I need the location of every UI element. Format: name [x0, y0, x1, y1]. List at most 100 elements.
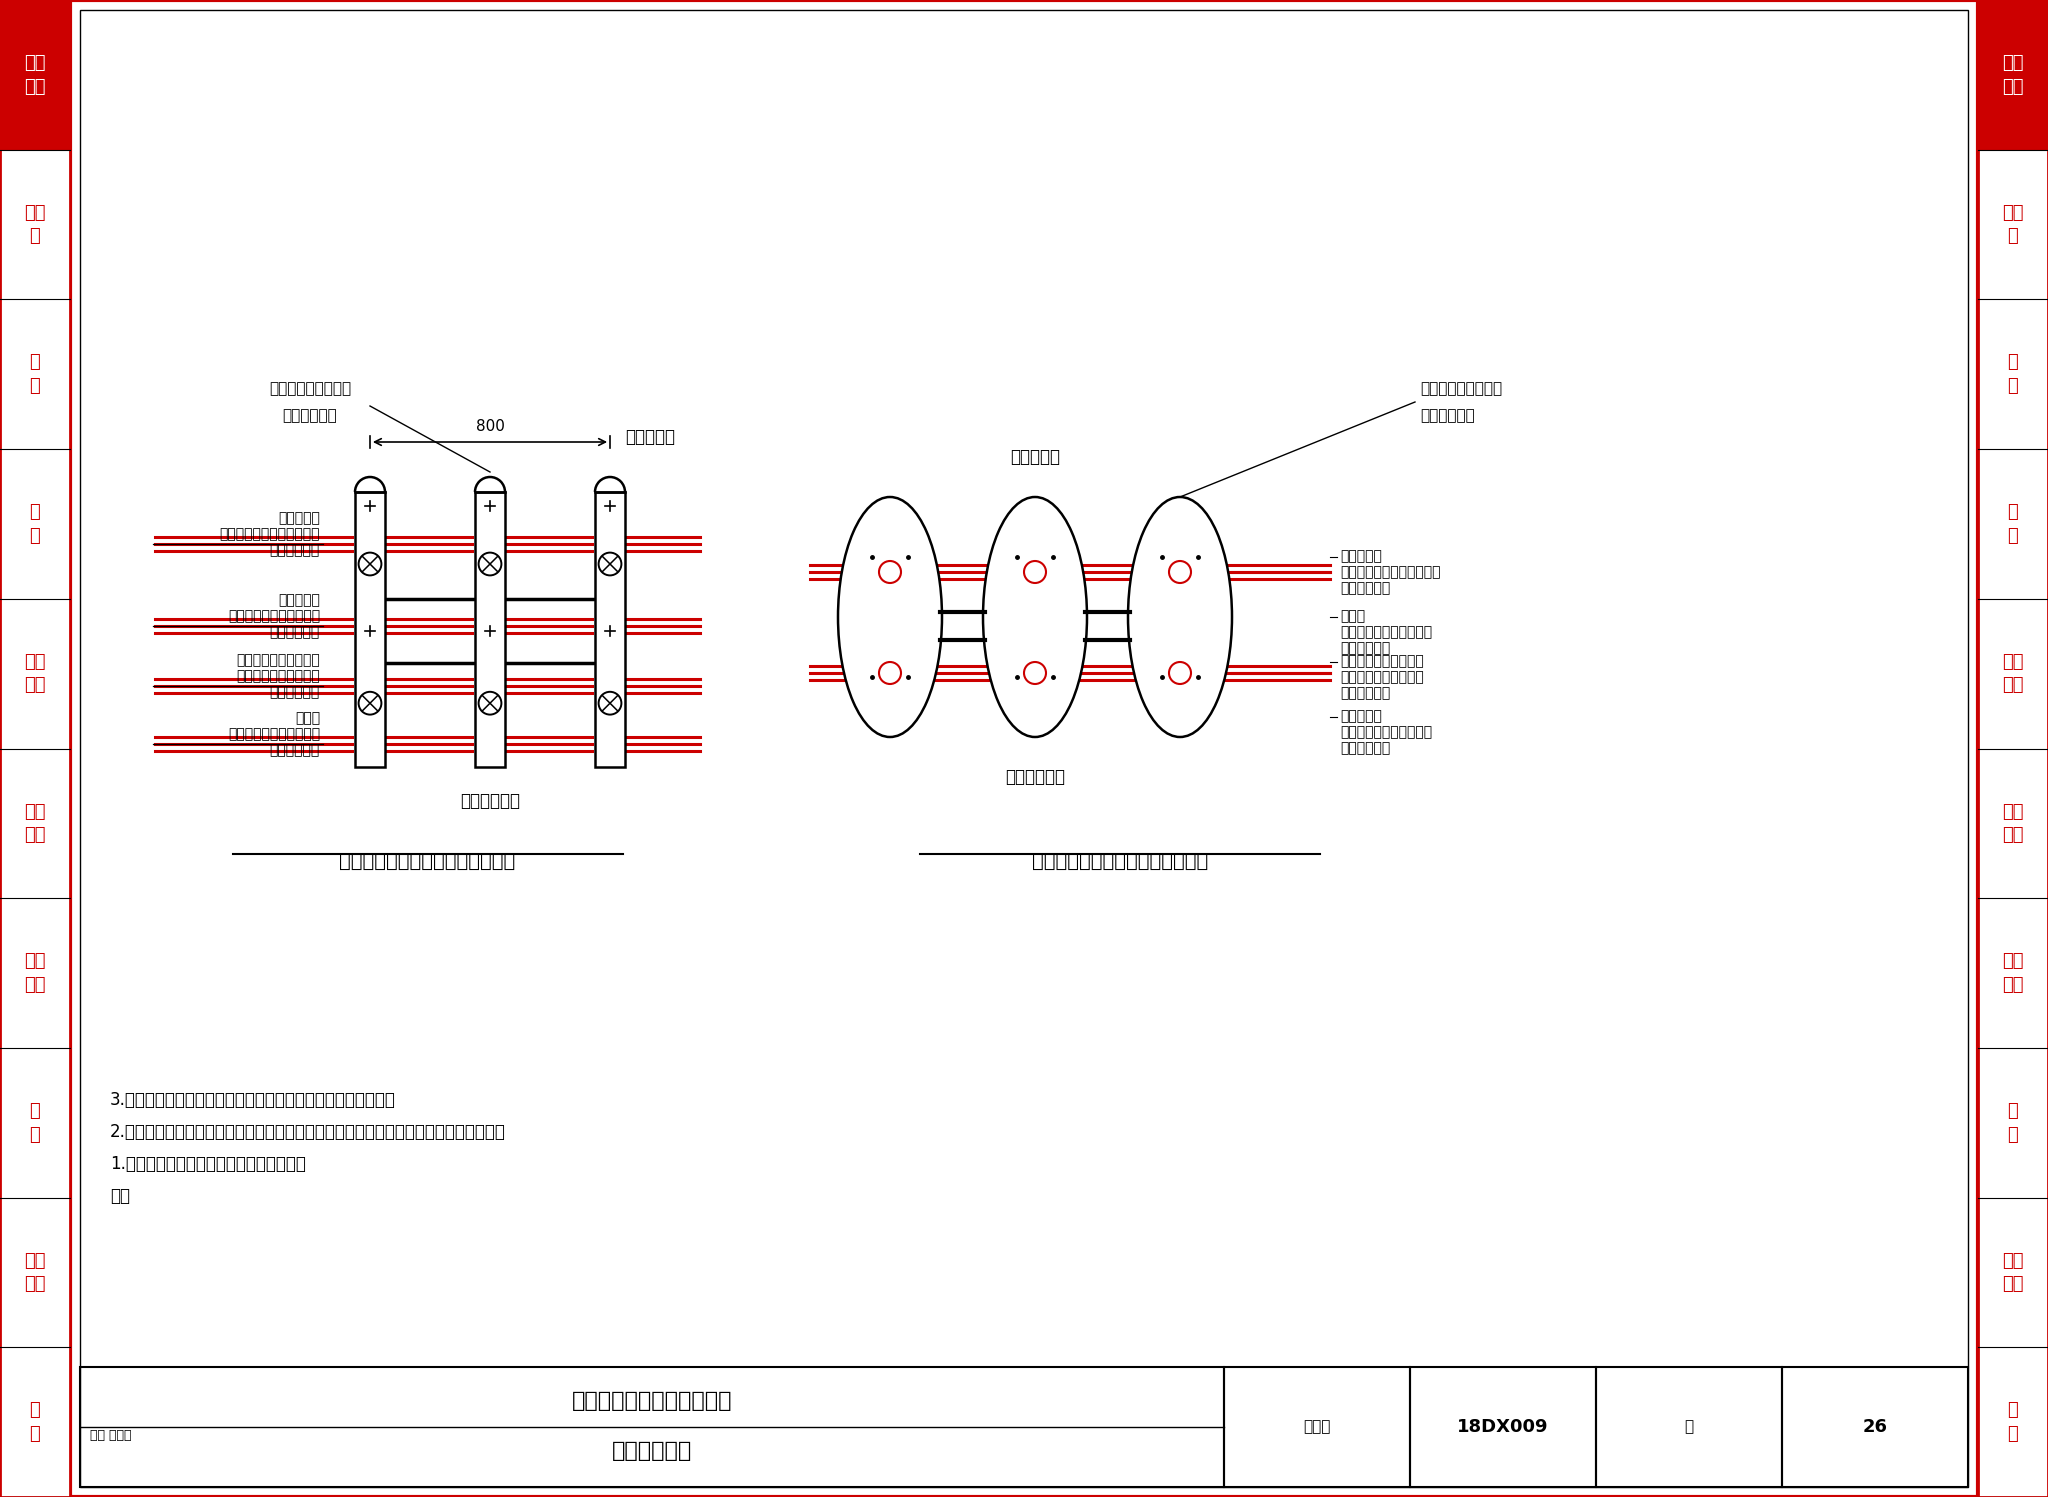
Bar: [0, 0, 70, 150]
Bar: [1595, 1367, 1782, 1487]
Text: 供配
电: 供配 电: [25, 204, 45, 246]
Text: 示意图（一）: 示意图（一）: [612, 1442, 692, 1461]
Text: 内部系统专用控制线: 内部系统专用控制线: [268, 382, 350, 397]
Bar: [0, 449, 70, 599]
Text: 消防信号线: 消防信号线: [1339, 549, 1382, 563]
Bar: [1978, 898, 2048, 1048]
Text: 接
地: 接 地: [2007, 353, 2019, 395]
Text: 至出入口控制系统主机: 至出入口控制系统主机: [236, 669, 319, 683]
Bar: [0, 1048, 70, 1198]
Text: 建筑
结构: 建筑 结构: [2003, 54, 2023, 96]
Bar: [0, 1347, 70, 1497]
Text: 电源线: 电源线: [1339, 609, 1366, 623]
Bar: [1978, 748, 2048, 898]
Bar: [354, 472, 385, 772]
Ellipse shape: [983, 497, 1087, 737]
Text: 不受控区域侧: 不受控区域侧: [1006, 768, 1065, 786]
Text: 网络
布线: 网络 布线: [2003, 653, 2023, 695]
Text: 穿金属管敷设: 穿金属管敷设: [1339, 686, 1391, 701]
Bar: [1978, 299, 2048, 449]
Ellipse shape: [838, 497, 942, 737]
Text: 接
地: 接 地: [29, 353, 41, 395]
Bar: [1978, 449, 2048, 599]
Text: 至出入口控制系统配电箱: 至出入口控制系统配电箱: [1339, 626, 1432, 639]
Text: 图集号: 图集号: [1303, 1419, 1331, 1434]
Bar: [1978, 0, 2048, 1497]
Bar: [0, 299, 70, 449]
Text: 审核 钟景华: 审核 钟景华: [90, 1430, 131, 1442]
Text: 监
控: 监 控: [2007, 503, 2019, 545]
Ellipse shape: [1128, 497, 1233, 737]
Bar: [0, 0, 70, 1497]
Text: 电磁
屏蔽: 电磁 屏蔽: [25, 802, 45, 844]
Text: 网络
布线: 网络 布线: [25, 653, 45, 695]
Text: 3.预埋管线的定位、线缆的引出方式和定位根据设备要求确定。: 3.预埋管线的定位、线缆的引出方式和定位根据设备要求确定。: [111, 1091, 395, 1109]
Bar: [1978, 1048, 2048, 1198]
Text: 穿管金属敷设: 穿管金属敷设: [1419, 409, 1475, 424]
Bar: [80, 1367, 1225, 1487]
Bar: [1978, 0, 2048, 1497]
Bar: [0, 748, 70, 898]
Text: 挡板式样式（一）预埋管线示意图: 挡板式样式（一）预埋管线示意图: [340, 852, 516, 871]
Text: 工程
示例: 工程 示例: [2003, 1251, 2023, 1293]
Text: 2.各类线缆保护金属管的型号、规格由工程设计确定，不同用途的线缆应单独穿管保护。: 2.各类线缆保护金属管的型号、规格由工程设计确定，不同用途的线缆应单独穿管保护。: [111, 1123, 506, 1141]
Text: 受控区域侧: 受控区域侧: [625, 428, 676, 446]
Text: 穿金属管敷设: 穿金属管敷设: [270, 686, 319, 699]
Bar: [0, 150, 70, 299]
Text: 监
控: 监 控: [29, 503, 41, 545]
Text: 至出入口控制系统主机: 至出入口控制系统主机: [1339, 671, 1423, 684]
Text: 穿管金属敷设: 穿管金属敷设: [283, 409, 338, 424]
Text: 消
防: 消 防: [2007, 1102, 2019, 1144]
Text: 穿金属管敷设: 穿金属管敷设: [270, 543, 319, 557]
Text: 出入口控制系统通信线: 出入口控制系统通信线: [1339, 654, 1423, 668]
Text: 受控区域侧: 受控区域侧: [1010, 448, 1061, 466]
Text: 注：: 注：: [111, 1187, 129, 1205]
Text: 附
录: 附 录: [29, 1401, 41, 1443]
Bar: [0, 898, 70, 1048]
Bar: [0, 599, 70, 748]
Bar: [0, 0, 70, 1497]
Bar: [475, 493, 506, 766]
Text: 穿金属管敷设: 穿金属管敷设: [1339, 641, 1391, 656]
Text: 电源线: 电源线: [295, 711, 319, 725]
Bar: [1225, 1367, 1409, 1487]
Text: 页: 页: [1683, 1419, 1694, 1434]
Text: 挡板式样式（二）预埋管线示意图: 挡板式样式（二）预埋管线示意图: [1032, 852, 1208, 871]
Bar: [1978, 1347, 2048, 1497]
Text: 远程控制线: 远程控制线: [279, 593, 319, 606]
Text: 供配
电: 供配 电: [2003, 204, 2023, 246]
Bar: [594, 472, 627, 772]
Text: 电磁
屏蔽: 电磁 屏蔽: [2003, 802, 2023, 844]
Bar: [1978, 599, 2048, 748]
Text: 建筑
结构: 建筑 结构: [25, 54, 45, 96]
Text: 内部系统专用控制线: 内部系统专用控制线: [1419, 382, 1501, 397]
Bar: [1978, 1198, 2048, 1347]
Text: 人行出入口通道闸预埋管线: 人行出入口通道闸预埋管线: [571, 1391, 733, 1410]
Bar: [1978, 0, 2048, 150]
Bar: [354, 493, 385, 766]
Text: 26: 26: [1862, 1418, 1888, 1436]
Text: 至消火灾自动警系统模块箱: 至消火灾自动警系统模块箱: [219, 527, 319, 540]
Text: 附
录: 附 录: [2007, 1401, 2019, 1443]
Text: 至消火灾自动警系统模块箱: 至消火灾自动警系统模块箱: [1339, 564, 1440, 579]
Text: 消防信号线: 消防信号线: [279, 510, 319, 525]
Text: 空气
调节: 空气 调节: [2003, 952, 2023, 994]
Text: 18DX009: 18DX009: [1458, 1418, 1548, 1436]
Bar: [0, 1198, 70, 1347]
Text: 空气
调节: 空气 调节: [25, 952, 45, 994]
Text: 800: 800: [475, 419, 504, 434]
Text: 消
防: 消 防: [29, 1102, 41, 1144]
Text: 出入口控制系统通信线: 出入口控制系统通信线: [236, 653, 319, 668]
Text: 穿金属管敷设: 穿金属管敷设: [1339, 741, 1391, 754]
Text: 至出入口控制系统配电箱: 至出入口控制系统配电箱: [227, 728, 319, 741]
Bar: [473, 472, 506, 772]
Text: 至前台或指定的其它位置: 至前台或指定的其它位置: [1339, 725, 1432, 740]
Text: 穿金属管敷设: 穿金属管敷设: [270, 626, 319, 639]
Bar: [1978, 150, 2048, 299]
Text: 穿金属管敷设: 穿金属管敷设: [1339, 581, 1391, 594]
Text: 不受控区域侧: 不受控区域侧: [461, 792, 520, 810]
Text: 穿金属管敷设: 穿金属管敷设: [270, 743, 319, 757]
Bar: [1782, 1367, 1968, 1487]
Text: 至前台或指定的其他位置: 至前台或指定的其他位置: [227, 609, 319, 623]
Bar: [596, 493, 625, 766]
